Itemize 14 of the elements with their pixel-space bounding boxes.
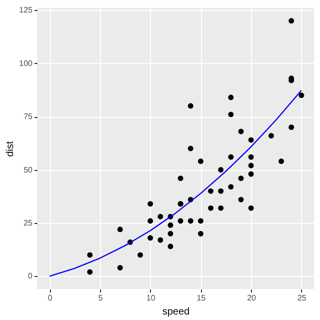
- y-tick-label: 125: [19, 6, 34, 15]
- x-axis-title: speed: [162, 306, 190, 318]
- x-tick-label: 20: [247, 294, 257, 302]
- x-tick-label: 0: [48, 294, 53, 302]
- x-tick-label: 10: [146, 294, 156, 302]
- y-axis-title: dist: [5, 141, 16, 157]
- y-tick-label: 25: [24, 218, 34, 228]
- y-tick-label: 75: [24, 112, 34, 122]
- y-tick-label: 50: [24, 165, 34, 174]
- x-tick-label: 15: [196, 294, 206, 302]
- x-tick-label: 5: [98, 294, 104, 302]
- y-tick-label: 0: [28, 272, 34, 281]
- y-tick-label: 100: [19, 58, 34, 68]
- x-tick-label: 25: [297, 294, 307, 302]
